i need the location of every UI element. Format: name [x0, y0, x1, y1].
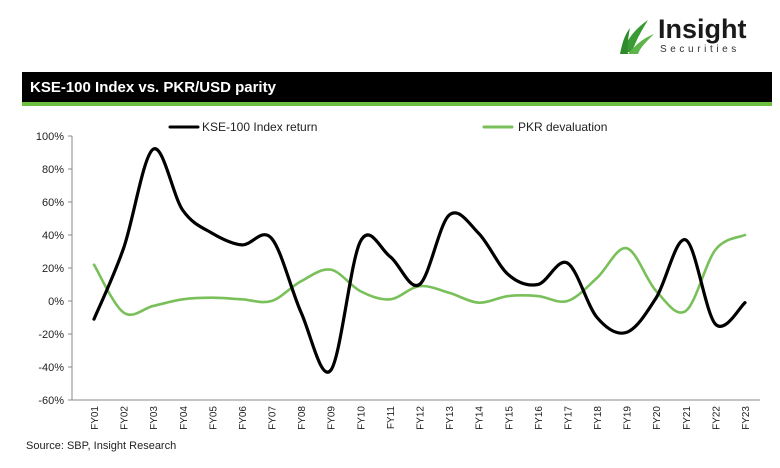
y-tick-label: 60%	[42, 197, 64, 209]
chart-title: KSE-100 Index vs. PKR/USD parity	[30, 79, 276, 96]
x-tick-label: FY04	[179, 406, 190, 430]
x-tick-label: FY18	[593, 406, 604, 430]
y-tick-label: 20%	[42, 263, 64, 275]
x-tick-label: FY14	[475, 406, 486, 430]
series-line-kse100	[92, 147, 747, 374]
x-tick-label: FY23	[741, 406, 752, 430]
y-tick-label: -40%	[38, 362, 64, 374]
x-tick-label: FY22	[711, 406, 722, 430]
x-tick-label: FY11	[386, 406, 397, 430]
line-chart: -60% -40% -20% 0% 20% 40% 60% 80% 100% FY01 FY02 FY…	[36, 120, 760, 430]
y-tick-label: 40%	[42, 230, 64, 242]
x-tick-label: FY12	[416, 406, 427, 430]
x-tick-label: FY21	[682, 406, 693, 430]
y-tick-label: 80%	[42, 164, 64, 176]
y-tick-label: 0%	[48, 296, 64, 308]
series-line-pkr	[92, 233, 747, 317]
x-tick-label: FY02	[120, 406, 131, 430]
chart-series	[92, 147, 747, 374]
leaf-icon	[620, 20, 654, 54]
insight-securities-logo: Insight Securities	[618, 14, 758, 60]
source-note: Source: SBP, Insight Research	[26, 440, 177, 452]
x-tick-label: FY16	[534, 406, 545, 430]
legend-label: PKR devaluation	[518, 120, 607, 134]
x-tick-label: FY05	[208, 406, 219, 430]
legend-label: KSE-100 Index return	[202, 120, 317, 134]
x-tick-label: FY20	[652, 406, 663, 430]
x-tick-label: FY15	[504, 406, 515, 430]
x-tick-label: FY09	[327, 406, 338, 430]
x-tick-label: FY06	[238, 406, 249, 430]
x-tick-label: FY01	[90, 406, 101, 430]
chart-title-bar: KSE-100 Index vs. PKR/USD parity	[22, 72, 772, 106]
y-tick-label: -60%	[38, 395, 64, 407]
x-tick-label: FY17	[563, 406, 574, 430]
brand-subtitle: Securities	[660, 44, 740, 55]
y-tick-label: -20%	[38, 329, 64, 341]
x-tick-label: FY07	[268, 406, 279, 430]
x-tick-label: FY08	[297, 406, 308, 430]
x-tick-label: FY10	[356, 406, 367, 430]
chart-legend: KSE-100 Index return PKR devaluation	[168, 120, 607, 134]
y-tick-label: 100%	[36, 131, 64, 143]
x-tick-label: FY13	[445, 406, 456, 430]
x-tick-label: FY03	[149, 406, 160, 430]
chart-axes: -60% -40% -20% 0% 20% 40% 60% 80% 100% FY01 FY02 FY…	[36, 131, 760, 430]
brand-name: Insight	[658, 14, 747, 44]
x-tick-label: FY19	[623, 406, 634, 430]
